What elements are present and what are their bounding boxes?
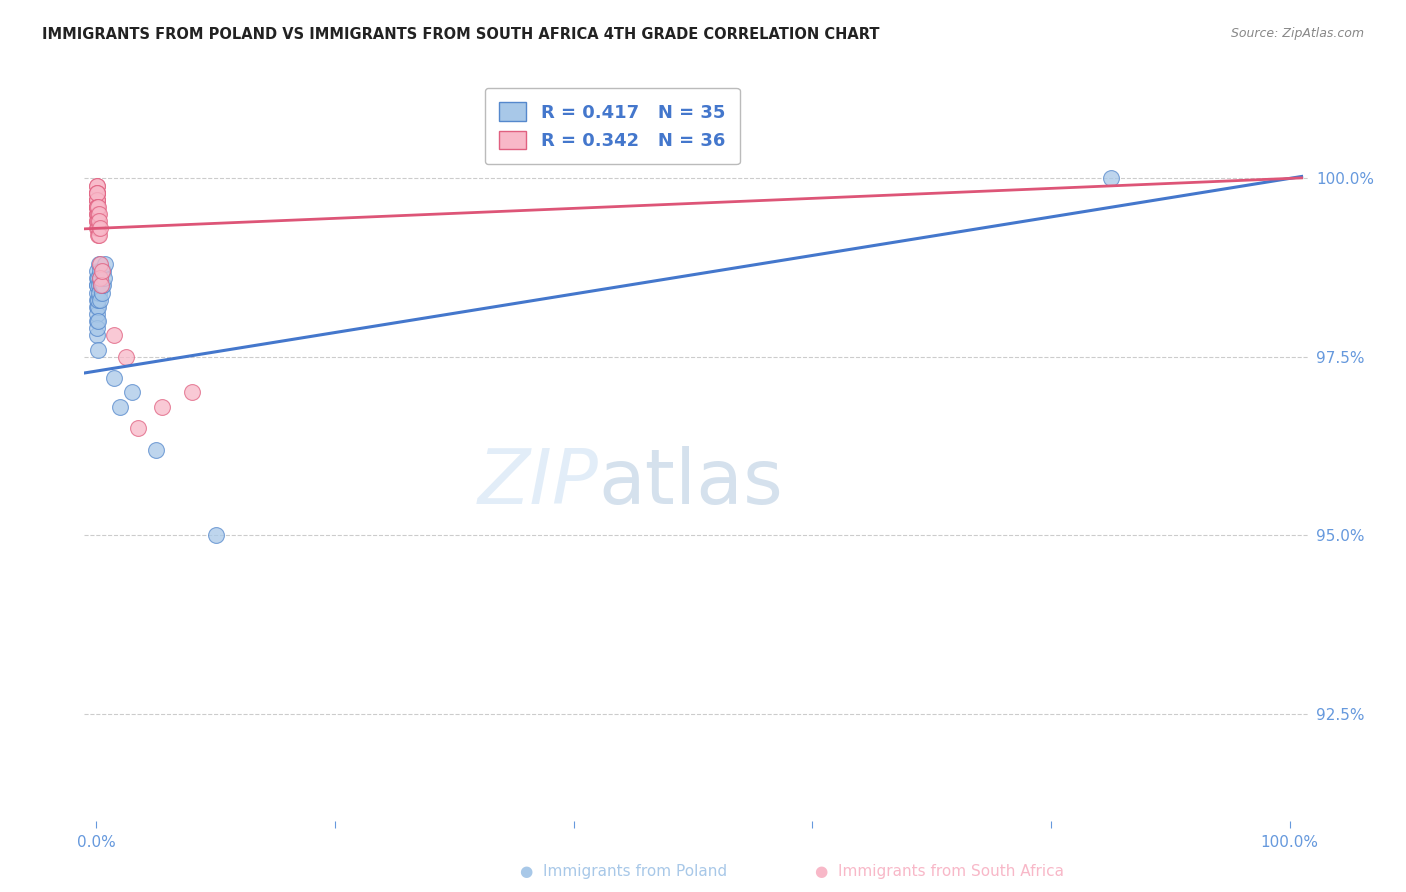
- Point: [86, 321, 108, 335]
- Point: [87, 207, 110, 221]
- Point: [86, 186, 108, 200]
- Point: [86, 307, 108, 321]
- Point: [86, 214, 108, 228]
- Point: [87, 257, 110, 271]
- Point: [86, 186, 108, 200]
- Point: [91, 264, 114, 278]
- Point: [86, 178, 108, 193]
- Point: [93, 257, 115, 271]
- Point: [89, 257, 111, 271]
- Point: [180, 385, 202, 400]
- Point: [145, 442, 167, 457]
- Point: [86, 207, 108, 221]
- Point: [93, 278, 115, 293]
- Point: [89, 228, 111, 243]
- Point: [86, 278, 108, 293]
- Point: [86, 200, 108, 214]
- Point: [86, 271, 108, 285]
- Point: [90, 264, 112, 278]
- Point: [86, 186, 108, 200]
- Point: [87, 214, 110, 228]
- Point: [86, 278, 108, 293]
- Point: [86, 207, 108, 221]
- Point: [87, 221, 110, 235]
- Legend: R = 0.417   N = 35, R = 0.342   N = 36: R = 0.417 N = 35, R = 0.342 N = 36: [485, 88, 740, 164]
- Point: [86, 200, 108, 214]
- Point: [86, 193, 108, 207]
- Text: ●  Immigrants from Poland: ● Immigrants from Poland: [520, 863, 727, 879]
- Point: [89, 271, 111, 285]
- Point: [150, 400, 173, 414]
- Point: [108, 400, 131, 414]
- Point: [89, 285, 111, 300]
- Point: [86, 300, 108, 314]
- Point: [86, 293, 108, 307]
- Point: [121, 385, 143, 400]
- Point: [86, 285, 108, 300]
- Point: [127, 421, 149, 435]
- Point: [87, 314, 110, 328]
- Point: [91, 278, 114, 293]
- Point: [89, 221, 111, 235]
- Point: [87, 293, 110, 307]
- Point: [87, 207, 110, 221]
- Text: ●  Immigrants from South Africa: ● Immigrants from South Africa: [815, 863, 1064, 879]
- Point: [90, 285, 112, 300]
- Point: [87, 300, 110, 314]
- Point: [86, 200, 108, 214]
- Point: [86, 221, 108, 235]
- Point: [87, 278, 110, 293]
- Point: [86, 186, 108, 200]
- Point: [90, 278, 112, 293]
- Point: [89, 264, 111, 278]
- Point: [87, 271, 110, 285]
- Point: [87, 214, 110, 228]
- Text: Source: ZipAtlas.com: Source: ZipAtlas.com: [1230, 27, 1364, 40]
- Point: [89, 271, 111, 285]
- Point: [93, 271, 115, 285]
- Point: [86, 193, 108, 207]
- Point: [86, 314, 108, 328]
- Point: [1099, 171, 1122, 186]
- Point: [86, 214, 108, 228]
- Text: IMMIGRANTS FROM POLAND VS IMMIGRANTS FROM SOUTH AFRICA 4TH GRADE CORRELATION CHA: IMMIGRANTS FROM POLAND VS IMMIGRANTS FRO…: [42, 27, 880, 42]
- Point: [90, 278, 112, 293]
- Point: [204, 528, 226, 542]
- Point: [86, 178, 108, 193]
- Point: [89, 293, 111, 307]
- Point: [86, 328, 108, 343]
- Point: [86, 200, 108, 214]
- Point: [103, 328, 125, 343]
- Text: atlas: atlas: [598, 447, 783, 520]
- Point: [86, 264, 108, 278]
- Point: [103, 371, 125, 385]
- Point: [87, 343, 110, 357]
- Point: [115, 350, 138, 364]
- Point: [87, 228, 110, 243]
- Text: ZIP: ZIP: [477, 447, 598, 520]
- Point: [87, 200, 110, 214]
- Point: [86, 193, 108, 207]
